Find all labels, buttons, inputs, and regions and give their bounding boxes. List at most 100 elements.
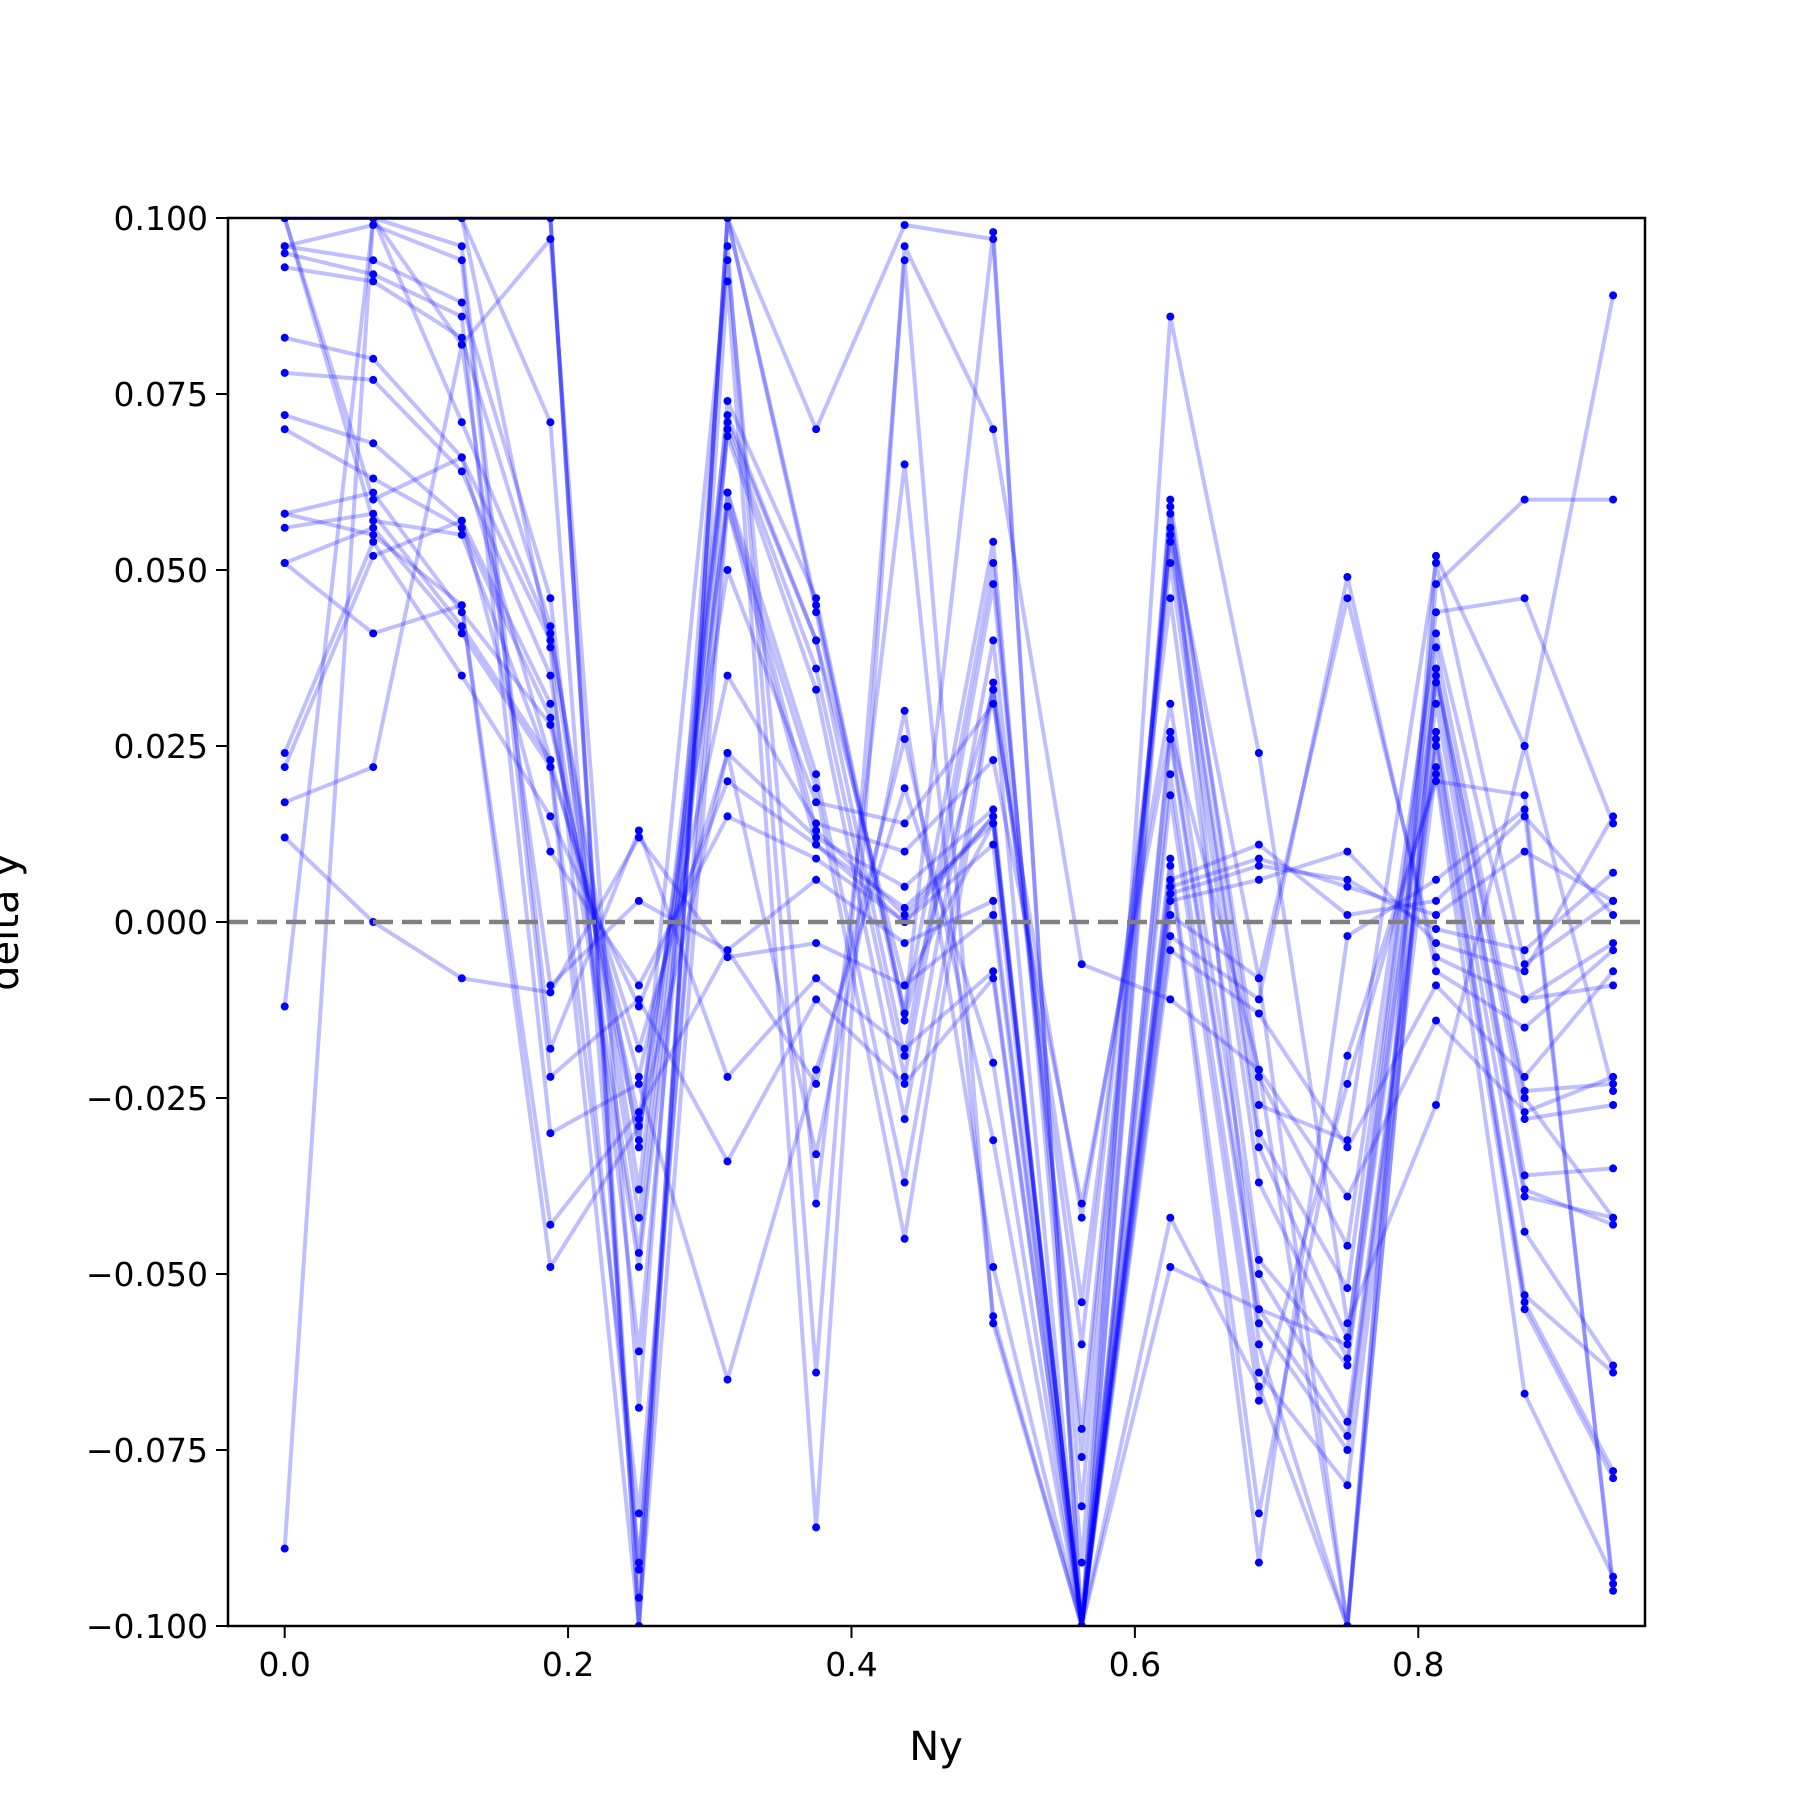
data-point-26-14 bbox=[1432, 664, 1440, 673]
data-point-27-14 bbox=[1432, 671, 1440, 680]
data-point-2-11 bbox=[1166, 509, 1175, 518]
data-point-15-6 bbox=[723, 1157, 732, 1166]
data-point-20-8 bbox=[900, 256, 909, 265]
data-point-1-15 bbox=[1520, 960, 1529, 969]
data-point-15-9 bbox=[989, 974, 998, 983]
data-point-8-16 bbox=[1609, 1368, 1618, 1377]
data-point-9-9 bbox=[989, 805, 998, 814]
data-point-1-4 bbox=[546, 594, 555, 603]
data-point-19-6 bbox=[723, 256, 732, 265]
series-layer bbox=[280, 218, 1618, 1626]
data-point-6-3 bbox=[457, 523, 466, 532]
y-tick-label: 0.050 bbox=[114, 551, 208, 590]
series-line-1 bbox=[284, 244, 1615, 1565]
series-line-3 bbox=[284, 335, 1614, 1459]
data-point-14-9 bbox=[989, 967, 998, 976]
x-axis: 0.0 0.2 0.4 0.6 0.8 bbox=[258, 1626, 1445, 1684]
x-axis-label: Ny bbox=[909, 1724, 963, 1770]
data-point-23-9 bbox=[989, 228, 998, 237]
data-point-3-7 bbox=[812, 664, 821, 673]
data-point-22-5 bbox=[634, 1593, 643, 1602]
data-point-21-15 bbox=[1520, 1108, 1529, 1117]
data-point-6-15 bbox=[1520, 1192, 1529, 1201]
data-point-26-8 bbox=[900, 911, 909, 919]
data-point-24-8 bbox=[900, 1016, 909, 1025]
data-point-3-5 bbox=[634, 1213, 643, 1222]
data-point-13-11 bbox=[1166, 861, 1175, 870]
data-point-3-16 bbox=[1609, 1079, 1618, 1088]
y-tick-label: −0.075 bbox=[86, 1431, 208, 1470]
series-line-7 bbox=[284, 490, 1615, 1424]
data-point-26-7 bbox=[812, 826, 821, 835]
data-point-7-3 bbox=[457, 608, 466, 617]
data-point-1-7 bbox=[812, 594, 821, 603]
data-point-3-11 bbox=[1166, 530, 1175, 539]
series-line-6 bbox=[283, 427, 1614, 1368]
data-point-17-5 bbox=[634, 1108, 643, 1117]
data-point-14-5 bbox=[634, 826, 643, 835]
data-point-15-5 bbox=[634, 995, 643, 1004]
data-point-2-1 bbox=[280, 263, 289, 272]
data-point-19-4 bbox=[546, 629, 555, 638]
data-point-4-4 bbox=[546, 671, 555, 680]
data-point-15-4 bbox=[546, 1072, 555, 1081]
data-point-2-9 bbox=[989, 559, 998, 567]
data-point-17-13 bbox=[1343, 847, 1352, 856]
data-point-9-7 bbox=[812, 833, 821, 842]
data-point-27-11 bbox=[1166, 727, 1175, 736]
data-point-4-15 bbox=[1520, 1115, 1529, 1124]
data-point-10-12 bbox=[1254, 1368, 1263, 1377]
data-point-18-14 bbox=[1432, 953, 1440, 962]
data-point-23-12 bbox=[1254, 1382, 1263, 1391]
data-point-5-12 bbox=[1254, 1178, 1263, 1187]
series-line-18 bbox=[283, 561, 1615, 1626]
data-point-27-15 bbox=[1520, 1094, 1529, 1102]
data-point-16-7 bbox=[812, 1065, 821, 1074]
data-point-8-1 bbox=[280, 523, 289, 532]
data-point-16-12 bbox=[1254, 861, 1263, 870]
data-point-12-1 bbox=[280, 798, 289, 807]
data-point-16-14 bbox=[1432, 925, 1440, 933]
data-point-19-5 bbox=[634, 1143, 643, 1152]
x-tick-label: 0.2 bbox=[542, 1645, 594, 1684]
data-point-4-11 bbox=[1166, 537, 1175, 546]
data-point-19-1 bbox=[280, 1544, 289, 1553]
data-point-16-8 bbox=[900, 784, 909, 793]
data-point-1-12 bbox=[1254, 1101, 1263, 1109]
data-point-15-13 bbox=[1343, 882, 1352, 891]
data-point-14-8 bbox=[900, 1044, 909, 1053]
data-point-26-2 bbox=[369, 495, 378, 504]
data-point-3-6 bbox=[723, 425, 732, 434]
data-point-26-15 bbox=[1520, 1185, 1529, 1194]
data-point-11-13 bbox=[1343, 1079, 1352, 1088]
data-point-5-11 bbox=[1166, 559, 1175, 567]
x-tick-label: 0.6 bbox=[1109, 1645, 1161, 1684]
series-line-20 bbox=[284, 218, 1615, 1626]
data-point-6-1 bbox=[280, 425, 289, 434]
data-point-22-9 bbox=[989, 235, 998, 244]
data-point-10-8 bbox=[900, 903, 909, 912]
data-point-2-12 bbox=[1254, 1072, 1263, 1081]
data-point-8-15 bbox=[1520, 1291, 1529, 1300]
data-point-20-12 bbox=[1254, 1009, 1263, 1018]
data-point-4-13 bbox=[1343, 1333, 1352, 1342]
data-point-25-12 bbox=[1254, 1340, 1263, 1349]
y-tick-label: 0.075 bbox=[114, 375, 208, 414]
data-point-21-16 bbox=[1609, 1072, 1618, 1081]
data-point-3-2 bbox=[369, 354, 378, 363]
data-point-12-12 bbox=[1254, 1509, 1263, 1518]
data-point-27-7 bbox=[812, 840, 821, 849]
data-point-7-7 bbox=[812, 798, 821, 807]
data-point-21-4 bbox=[546, 418, 555, 427]
data-point-20-16 bbox=[1609, 967, 1618, 976]
data-point-9-13 bbox=[1343, 1446, 1352, 1454]
data-point-27-9 bbox=[989, 812, 998, 821]
y-tick-label: −0.100 bbox=[86, 1607, 208, 1646]
data-point-11-7 bbox=[812, 854, 821, 863]
data-point-18-16 bbox=[1609, 939, 1618, 948]
data-point-6-14 bbox=[1432, 699, 1440, 708]
data-point-7-11 bbox=[1166, 699, 1175, 708]
data-point-19-12 bbox=[1254, 995, 1263, 1004]
data-point-5-10 bbox=[1077, 1340, 1086, 1349]
